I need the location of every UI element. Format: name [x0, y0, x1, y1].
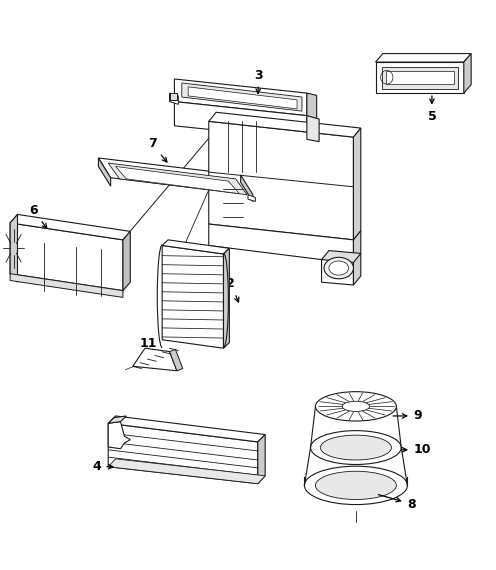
Text: 3: 3: [254, 68, 263, 93]
Text: 8: 8: [378, 495, 416, 511]
Text: 1: 1: [173, 301, 183, 329]
Polygon shape: [375, 62, 464, 93]
Polygon shape: [108, 459, 265, 484]
Polygon shape: [175, 79, 307, 116]
Text: 7: 7: [148, 137, 167, 162]
Polygon shape: [133, 348, 177, 371]
Text: 9: 9: [393, 409, 423, 422]
Polygon shape: [108, 422, 130, 449]
Polygon shape: [307, 93, 316, 119]
Polygon shape: [321, 251, 361, 262]
Polygon shape: [10, 274, 123, 298]
Ellipse shape: [324, 257, 354, 279]
Polygon shape: [307, 116, 319, 141]
Polygon shape: [224, 249, 229, 348]
Text: 6: 6: [29, 204, 47, 228]
Polygon shape: [258, 434, 265, 484]
Ellipse shape: [310, 430, 401, 465]
Polygon shape: [209, 121, 354, 240]
Polygon shape: [382, 67, 458, 88]
Text: 4: 4: [93, 460, 113, 473]
Polygon shape: [209, 224, 354, 285]
Polygon shape: [209, 112, 361, 137]
Polygon shape: [98, 158, 111, 186]
Ellipse shape: [315, 471, 396, 499]
Text: 11: 11: [139, 337, 159, 359]
Ellipse shape: [320, 435, 391, 460]
Polygon shape: [182, 83, 302, 111]
Ellipse shape: [305, 466, 407, 504]
Polygon shape: [10, 214, 17, 282]
Polygon shape: [98, 158, 253, 195]
Ellipse shape: [342, 401, 370, 412]
Polygon shape: [464, 54, 471, 93]
Polygon shape: [108, 424, 258, 484]
Polygon shape: [170, 349, 183, 371]
Polygon shape: [10, 214, 130, 240]
Polygon shape: [10, 223, 123, 291]
Polygon shape: [170, 93, 179, 104]
Polygon shape: [375, 54, 471, 62]
Polygon shape: [170, 93, 177, 100]
Polygon shape: [241, 175, 253, 201]
Polygon shape: [354, 128, 361, 240]
Polygon shape: [386, 71, 454, 84]
Text: 10: 10: [393, 443, 431, 457]
Ellipse shape: [315, 392, 396, 421]
Polygon shape: [175, 101, 307, 140]
Ellipse shape: [329, 261, 349, 275]
Polygon shape: [108, 163, 247, 195]
Text: 5: 5: [428, 96, 436, 123]
Text: 2: 2: [227, 278, 239, 302]
Polygon shape: [108, 416, 265, 442]
Polygon shape: [188, 87, 297, 109]
Polygon shape: [162, 246, 224, 348]
Polygon shape: [108, 416, 126, 424]
Polygon shape: [248, 195, 255, 201]
Polygon shape: [116, 166, 239, 194]
Polygon shape: [354, 231, 361, 285]
Polygon shape: [162, 240, 229, 254]
Polygon shape: [123, 231, 130, 291]
